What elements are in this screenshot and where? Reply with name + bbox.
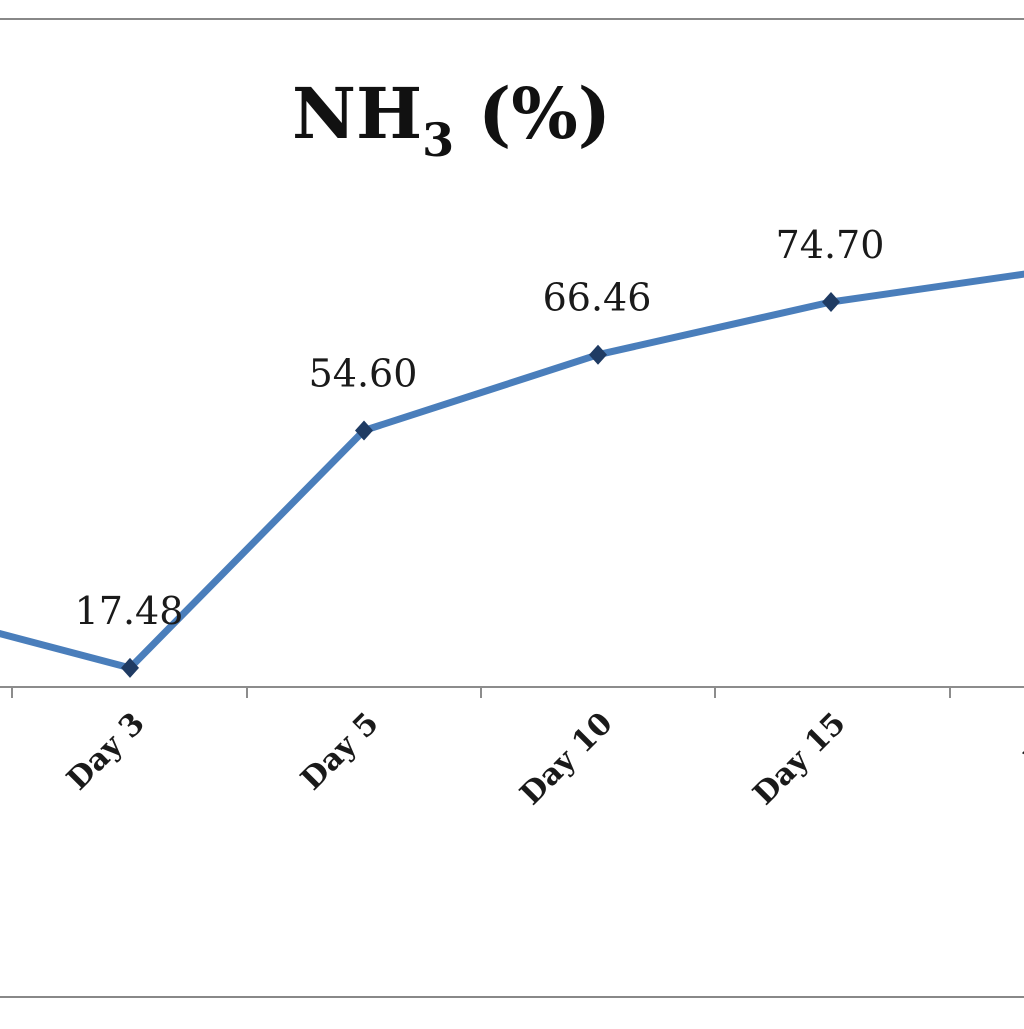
x-axis-ticks <box>11 687 951 698</box>
marker-group <box>121 292 840 678</box>
data-point-marker <box>121 657 139 678</box>
data-point-marker <box>822 292 840 313</box>
data-label: 17.48 <box>75 589 184 633</box>
series-line <box>0 270 1024 672</box>
data-label: 66.46 <box>543 276 652 320</box>
series-group <box>0 270 1024 672</box>
data-point-marker <box>589 344 607 365</box>
chart-title-subscript: 3 <box>422 113 454 167</box>
data-point-marker <box>355 420 373 441</box>
chart-title-main: NH <box>292 72 422 155</box>
data-label: 74.70 <box>776 223 885 267</box>
chart-title: NH3 (%) <box>292 72 611 167</box>
chart-title-suffix: (%) <box>478 72 611 155</box>
data-label: 54.60 <box>309 352 418 396</box>
